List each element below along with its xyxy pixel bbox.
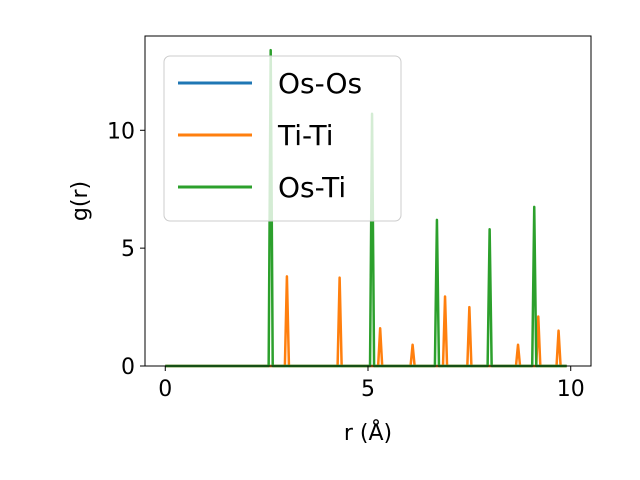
legend: Os-Os Ti-Ti Os-Ti [163,55,402,222]
y-tick-label: 5 [121,237,135,262]
legend-label-ti-ti: Ti-Ti [277,119,334,152]
axis-ticks: 0 5 10 0 5 10 [107,119,585,402]
y-tick-label: 0 [121,355,135,380]
x-tick-label: 10 [557,377,585,402]
series-line-os-ti [165,48,567,368]
x-tick-label: 0 [158,377,172,402]
y-axis-label: g(r) [68,181,93,221]
series-line-ti-ti [165,275,567,368]
legend-label-os-ti: Os-Ti [278,171,346,204]
y-tick-label: 10 [107,119,135,144]
x-axis-label: r (Å) [344,419,392,446]
legend-box [163,55,402,222]
legend-label-os-os: Os-Os [278,67,362,100]
x-tick-label: 5 [361,377,375,402]
